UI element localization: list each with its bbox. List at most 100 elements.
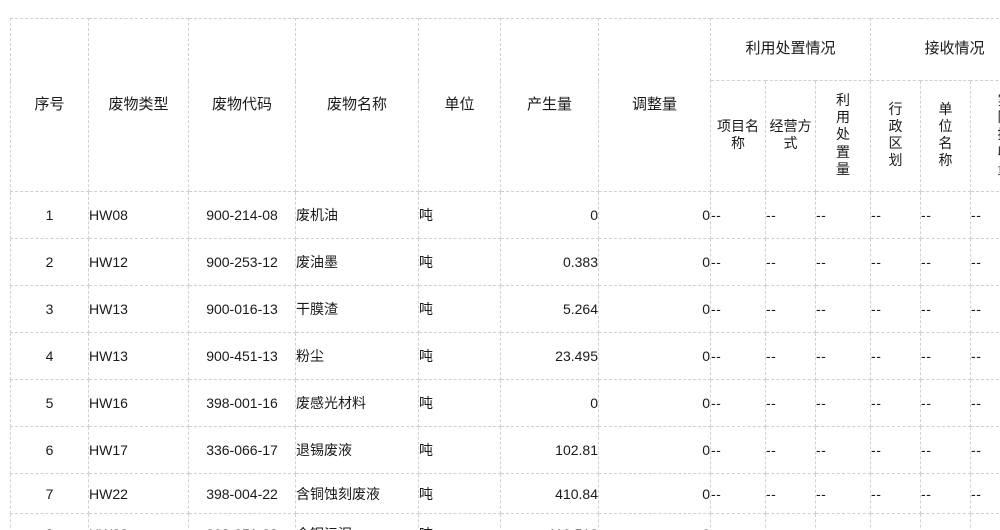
cell-admin-division[interactable]: -- xyxy=(870,426,922,474)
cell-project-name[interactable]: -- xyxy=(710,285,766,333)
cell-actual-received-amount[interactable]: -- xyxy=(970,473,1000,514)
cell-waste-name[interactable]: 废感光材料 xyxy=(295,379,419,427)
cell-unit[interactable]: 吨 xyxy=(418,332,501,380)
cell-waste-name[interactable]: 干膜渣 xyxy=(295,285,419,333)
cell-waste-name[interactable]: 含铜污泥 xyxy=(295,513,419,530)
cell-actual-received-amount[interactable]: -- xyxy=(970,191,1000,239)
table-row[interactable]: 8HW22398-051-22含铜污泥吨119.5180------------ xyxy=(10,513,1000,530)
cell-admin-division[interactable]: -- xyxy=(870,238,922,286)
cell-waste-type[interactable]: HW13 xyxy=(88,332,189,380)
cell-index[interactable]: 1 xyxy=(10,191,89,239)
cell-actual-received-amount[interactable]: -- xyxy=(970,238,1000,286)
cell-operation-mode[interactable]: -- xyxy=(765,191,816,239)
cell-waste-code[interactable]: 398-004-22 xyxy=(188,473,296,514)
table-row[interactable]: 1 HW08 900-214-08 废机油吨 0 0 -- -- -- -- -- -- xyxy=(10,191,1000,239)
cell-unit-name[interactable]: -- xyxy=(920,238,972,286)
cell-adjusted-amount[interactable]: 0 xyxy=(598,191,711,239)
cell-waste-type[interactable]: HW16 xyxy=(88,379,189,427)
cell-index[interactable]: 3 xyxy=(10,285,89,333)
cell-admin-division[interactable]: -- xyxy=(870,379,922,427)
cell-adjusted-amount[interactable]: 0 xyxy=(598,238,711,286)
cell-unit[interactable]: 吨 xyxy=(418,379,501,427)
table-row[interactable]: 6 HW17 336-066-17 退锡废液吨 102.81 0 -- -- -- -- -- -- xyxy=(10,426,1000,474)
cell-waste-code[interactable]: 900-253-12 xyxy=(188,238,296,286)
cell-actual-received-amount[interactable]: -- xyxy=(970,513,1000,530)
cell-utilization-amount[interactable]: -- xyxy=(814,191,872,239)
cell-waste-type[interactable]: HW13 xyxy=(88,285,189,333)
cell-index[interactable]: 4 xyxy=(10,332,89,380)
cell-generated-amount[interactable]: 5.264 xyxy=(500,285,599,333)
cell-actual-received-amount[interactable]: -- xyxy=(970,285,1000,333)
cell-operation-mode[interactable]: -- xyxy=(765,285,816,333)
cell-adjusted-amount[interactable]: 0 xyxy=(598,379,711,427)
cell-project-name[interactable]: -- xyxy=(710,332,766,380)
cell-unit[interactable]: 吨 xyxy=(418,238,501,286)
cell-operation-mode[interactable]: -- xyxy=(765,379,816,427)
cell-unit-name[interactable]: -- xyxy=(920,191,972,239)
cell-project-name[interactable]: -- xyxy=(710,426,766,474)
cell-waste-code[interactable]: 900-016-13 xyxy=(188,285,296,333)
cell-waste-name[interactable]: 退锡废液 xyxy=(295,426,419,474)
cell-admin-division[interactable]: -- xyxy=(870,285,922,333)
cell-waste-name[interactable]: 废油墨 xyxy=(295,238,419,286)
table-row[interactable]: 7 HW22 398-004-22 含铜蚀刻废液吨 410.84 0 -- -- -- -- -- -… xyxy=(10,473,1000,514)
cell-generated-amount[interactable]: 23.495 xyxy=(500,332,599,380)
cell-operation-mode[interactable]: -- xyxy=(765,332,816,380)
cell-generated-amount[interactable]: 0.383 xyxy=(500,238,599,286)
cell-unit-name[interactable]: -- xyxy=(920,473,972,514)
cell-adjusted-amount[interactable]: 0 xyxy=(598,285,711,333)
cell-unit-name[interactable]: -- xyxy=(920,332,972,380)
table-row[interactable]: 3 HW13 900-016-13 干膜渣吨 5.264 0 -- -- -- -- -- -- xyxy=(10,285,1000,333)
cell-actual-received-amount[interactable]: -- xyxy=(970,426,1000,474)
cell-operation-mode[interactable]: -- xyxy=(765,238,816,286)
cell-unit[interactable]: 吨 xyxy=(418,191,501,239)
cell-unit-name[interactable]: -- xyxy=(920,379,972,427)
cell-waste-type[interactable]: HW12 xyxy=(88,238,189,286)
cell-project-name[interactable]: -- xyxy=(710,238,766,286)
cell-actual-received-amount[interactable]: -- xyxy=(970,332,1000,380)
cell-unit-name[interactable]: -- xyxy=(920,513,972,530)
cell-utilization-amount[interactable]: -- xyxy=(814,426,872,474)
cell-waste-code[interactable]: 336-066-17 xyxy=(188,426,296,474)
cell-project-name[interactable]: -- xyxy=(710,191,766,239)
cell-adjusted-amount[interactable]: 0 xyxy=(598,332,711,380)
cell-admin-division[interactable]: -- xyxy=(870,473,922,514)
cell-index[interactable]: 7 xyxy=(10,473,89,514)
cell-utilization-amount[interactable]: -- xyxy=(814,513,872,530)
cell-waste-code[interactable]: 398-051-22 xyxy=(188,513,296,530)
cell-generated-amount[interactable]: 102.81 xyxy=(500,426,599,474)
cell-project-name[interactable]: -- xyxy=(710,379,766,427)
cell-actual-received-amount[interactable]: -- xyxy=(970,379,1000,427)
table-row[interactable]: 2 HW12 900-253-12 废油墨吨 0.383 0 -- -- -- -- -- -- xyxy=(10,238,1000,286)
cell-operation-mode[interactable]: -- xyxy=(765,513,816,530)
cell-waste-name[interactable]: 粉尘 xyxy=(295,332,419,380)
cell-index[interactable]: 6 xyxy=(10,426,89,474)
cell-utilization-amount[interactable]: -- xyxy=(814,332,872,380)
cell-unit[interactable]: 吨 xyxy=(418,426,501,474)
cell-index[interactable]: 2 xyxy=(10,238,89,286)
cell-operation-mode[interactable]: -- xyxy=(765,426,816,474)
cell-waste-name[interactable]: 含铜蚀刻废液 xyxy=(295,473,419,514)
cell-utilization-amount[interactable]: -- xyxy=(814,238,872,286)
cell-generated-amount[interactable]: 119.518 xyxy=(500,513,599,530)
cell-utilization-amount[interactable]: -- xyxy=(814,379,872,427)
cell-admin-division[interactable]: -- xyxy=(870,191,922,239)
cell-adjusted-amount[interactable]: 0 xyxy=(598,473,711,514)
cell-waste-name[interactable]: 废机油 xyxy=(295,191,419,239)
table-row[interactable]: 4 HW13 900-451-13 粉尘吨 23.495 0 -- -- -- -- -- -- xyxy=(10,332,1000,380)
cell-generated-amount[interactable]: 0 xyxy=(500,191,599,239)
cell-unit[interactable]: 吨 xyxy=(418,473,501,514)
cell-waste-code[interactable]: 398-001-16 xyxy=(188,379,296,427)
cell-adjusted-amount[interactable]: 0 xyxy=(598,513,711,530)
cell-generated-amount[interactable]: 0 xyxy=(500,379,599,427)
cell-waste-type[interactable]: HW22 xyxy=(88,513,189,530)
cell-operation-mode[interactable]: -- xyxy=(765,473,816,514)
cell-generated-amount[interactable]: 410.84 xyxy=(500,473,599,514)
cell-admin-division[interactable]: -- xyxy=(870,332,922,380)
cell-waste-code[interactable]: 900-451-13 xyxy=(188,332,296,380)
cell-waste-type[interactable]: HW08 xyxy=(88,191,189,239)
cell-unit-name[interactable]: -- xyxy=(920,285,972,333)
cell-unit[interactable]: 吨 xyxy=(418,513,501,530)
cell-waste-code[interactable]: 900-214-08 xyxy=(188,191,296,239)
cell-adjusted-amount[interactable]: 0 xyxy=(598,426,711,474)
